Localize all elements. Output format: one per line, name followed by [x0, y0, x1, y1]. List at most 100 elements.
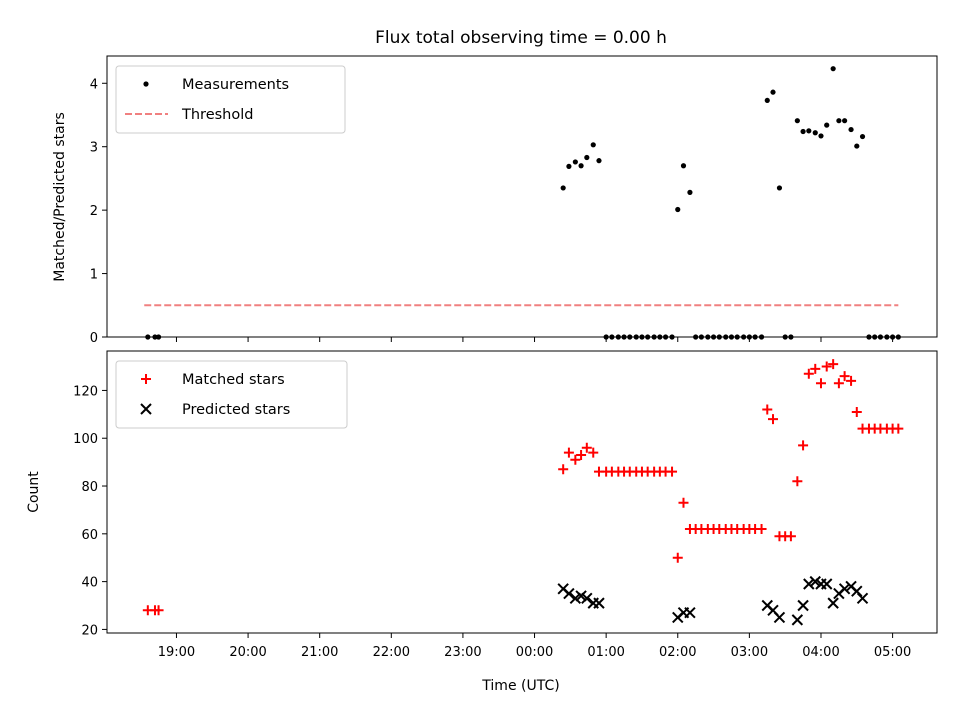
matched-stars-point	[576, 449, 587, 460]
legend-marker-plus	[141, 374, 151, 384]
matched-stars-point	[833, 378, 844, 389]
legend-label: Matched stars	[182, 372, 285, 388]
matched-stars-point	[798, 440, 809, 451]
y-tick-label: 20	[81, 623, 98, 638]
matched-stars-point	[803, 368, 814, 379]
y-tick-label: 80	[81, 480, 98, 495]
predicted-stars-point	[803, 578, 815, 590]
predicted-stars-point	[821, 578, 833, 590]
plot-frame	[106, 55, 938, 338]
matched-stars-point	[667, 466, 678, 477]
x-tick-label: 21:00	[301, 645, 338, 660]
predicted-stars-point	[684, 606, 696, 619]
top-y-axis-label: Matched/Predicted stars	[52, 112, 68, 282]
matched-stars-point	[588, 447, 599, 458]
matched-stars-point	[810, 363, 821, 374]
y-tick-label: 2	[90, 204, 98, 219]
predicted-stars-point	[563, 587, 575, 600]
legend: Measurements Threshold	[115, 65, 346, 134]
predicted-stars-point	[773, 611, 786, 624]
legend-marker-dot	[143, 81, 149, 87]
predicted-stars-point	[575, 590, 587, 602]
matched-stars-point	[839, 371, 850, 382]
top-chart-title: Flux total observing time = 0.00 h	[375, 28, 667, 48]
measurement-point	[859, 133, 866, 140]
predicted-stars-point	[569, 592, 582, 605]
predicted-stars-point	[797, 599, 809, 612]
y-tick-label: 0	[90, 331, 98, 346]
predicted-stars-point	[791, 614, 804, 626]
predicted-stars-point	[581, 592, 593, 605]
top-chart-panel: 0 1 2 3 4 Measurements Threshold	[90, 55, 938, 346]
x-tick-label: 23:00	[444, 645, 481, 660]
matched-stars-point	[756, 524, 767, 535]
predicted-stars-point	[851, 585, 863, 597]
measurement-point	[566, 163, 572, 169]
matched-stars-point	[762, 404, 773, 415]
legend-box	[115, 65, 346, 134]
predicted-stars-point	[827, 597, 839, 609]
predicted-stars-point	[809, 575, 821, 588]
matched-stars-point	[570, 454, 581, 465]
x-tick-label: 02:00	[659, 645, 696, 660]
bottom-x-axis-label: Time (UTC)	[481, 678, 559, 694]
y-tick-label: 3	[90, 141, 98, 156]
bottom-y-axis-label: Count	[26, 471, 42, 513]
matched-stars-point	[153, 605, 164, 616]
legend-label: Threshold	[181, 107, 253, 123]
measurement-point	[818, 133, 824, 139]
matched-stars-point	[785, 531, 796, 542]
matched-stars-point	[846, 375, 857, 386]
measurement-point	[596, 158, 602, 164]
measurement-point	[854, 143, 860, 149]
matched-stars-point	[558, 464, 569, 475]
matched-stars-point	[851, 406, 862, 417]
measurement-point	[800, 128, 806, 135]
matched-stars-point	[821, 361, 832, 372]
measurement-point	[764, 97, 770, 104]
measurement-point	[842, 118, 848, 124]
y-tick-label: 4	[90, 77, 98, 92]
measurement-point	[770, 89, 776, 95]
measurement-point	[687, 189, 693, 195]
measurement-point	[776, 185, 783, 191]
y-tick-label: 1	[90, 268, 98, 283]
measurement-point	[824, 122, 830, 128]
x-tick-label: 01:00	[587, 645, 624, 660]
y-tick-label: 100	[73, 432, 98, 447]
legend: Matched stars Predicted stars	[115, 360, 348, 429]
y-tick-label: 40	[81, 576, 98, 591]
matched-stars-point	[672, 552, 683, 563]
measurement-point	[830, 66, 836, 72]
series-predicted-stars	[557, 575, 869, 626]
x-tick-label: 00:00	[516, 645, 553, 660]
legend-label: Predicted stars	[182, 402, 290, 418]
matched-stars-point	[828, 359, 839, 370]
measurement-point	[675, 206, 681, 213]
measurement-point	[836, 118, 842, 124]
measurement-point	[680, 163, 687, 169]
predicted-stars-point	[593, 597, 605, 609]
matched-stars-point	[563, 447, 574, 458]
plot-frame	[106, 350, 938, 634]
matched-stars-point	[792, 476, 803, 487]
measurement-point	[590, 142, 596, 148]
measurement-point	[584, 154, 590, 161]
measurement-point	[806, 128, 812, 134]
measurement-point	[812, 130, 818, 136]
measurement-point	[848, 126, 854, 133]
legend-label: Measurements	[182, 77, 289, 93]
legend-marker-x	[140, 403, 152, 415]
matched-stars-point	[893, 423, 904, 434]
series-matched-stars	[142, 359, 904, 616]
matched-stars-point	[768, 414, 779, 425]
x-tick-label: 03:00	[731, 645, 768, 660]
x-tick-label: 22:00	[373, 645, 410, 660]
predicted-stars-point	[838, 583, 851, 595]
legend-box	[115, 360, 348, 429]
x-tick-label: 04:00	[802, 645, 839, 660]
x-tick-label: 05:00	[874, 645, 911, 660]
matched-stars-point	[815, 378, 826, 389]
y-tick-label: 120	[73, 384, 98, 399]
